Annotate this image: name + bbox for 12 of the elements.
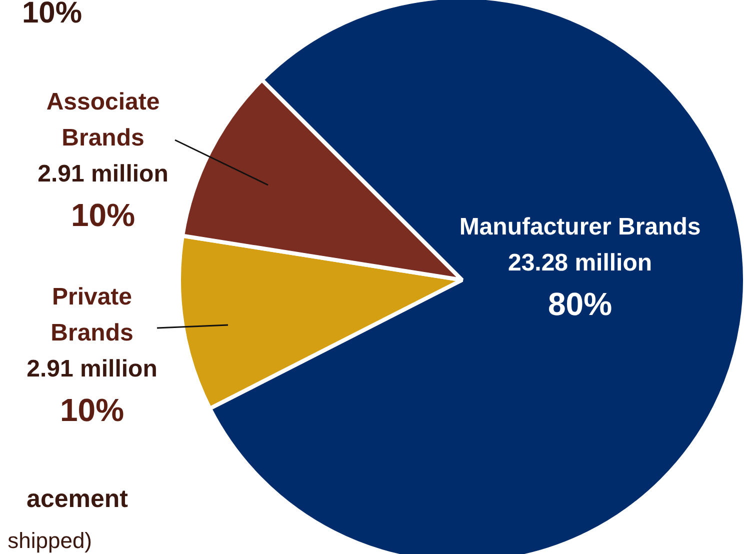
text: 10% (22, 0, 82, 30)
text: 2.91 million (26, 356, 158, 383)
text: acement (26, 484, 129, 513)
slice-label: Associate Brands (46, 88, 160, 152)
text: 23.28 million (508, 250, 652, 277)
text: shipped) (8, 528, 92, 554)
text: 2.91 million (38, 160, 168, 188)
data-label: 10% (60, 392, 124, 428)
slice-label: Manufacturer Brands (459, 214, 701, 241)
data-label: 80% (548, 286, 612, 322)
data-label: 10% (70, 196, 136, 233)
slice-label: Private Brands (50, 284, 134, 347)
